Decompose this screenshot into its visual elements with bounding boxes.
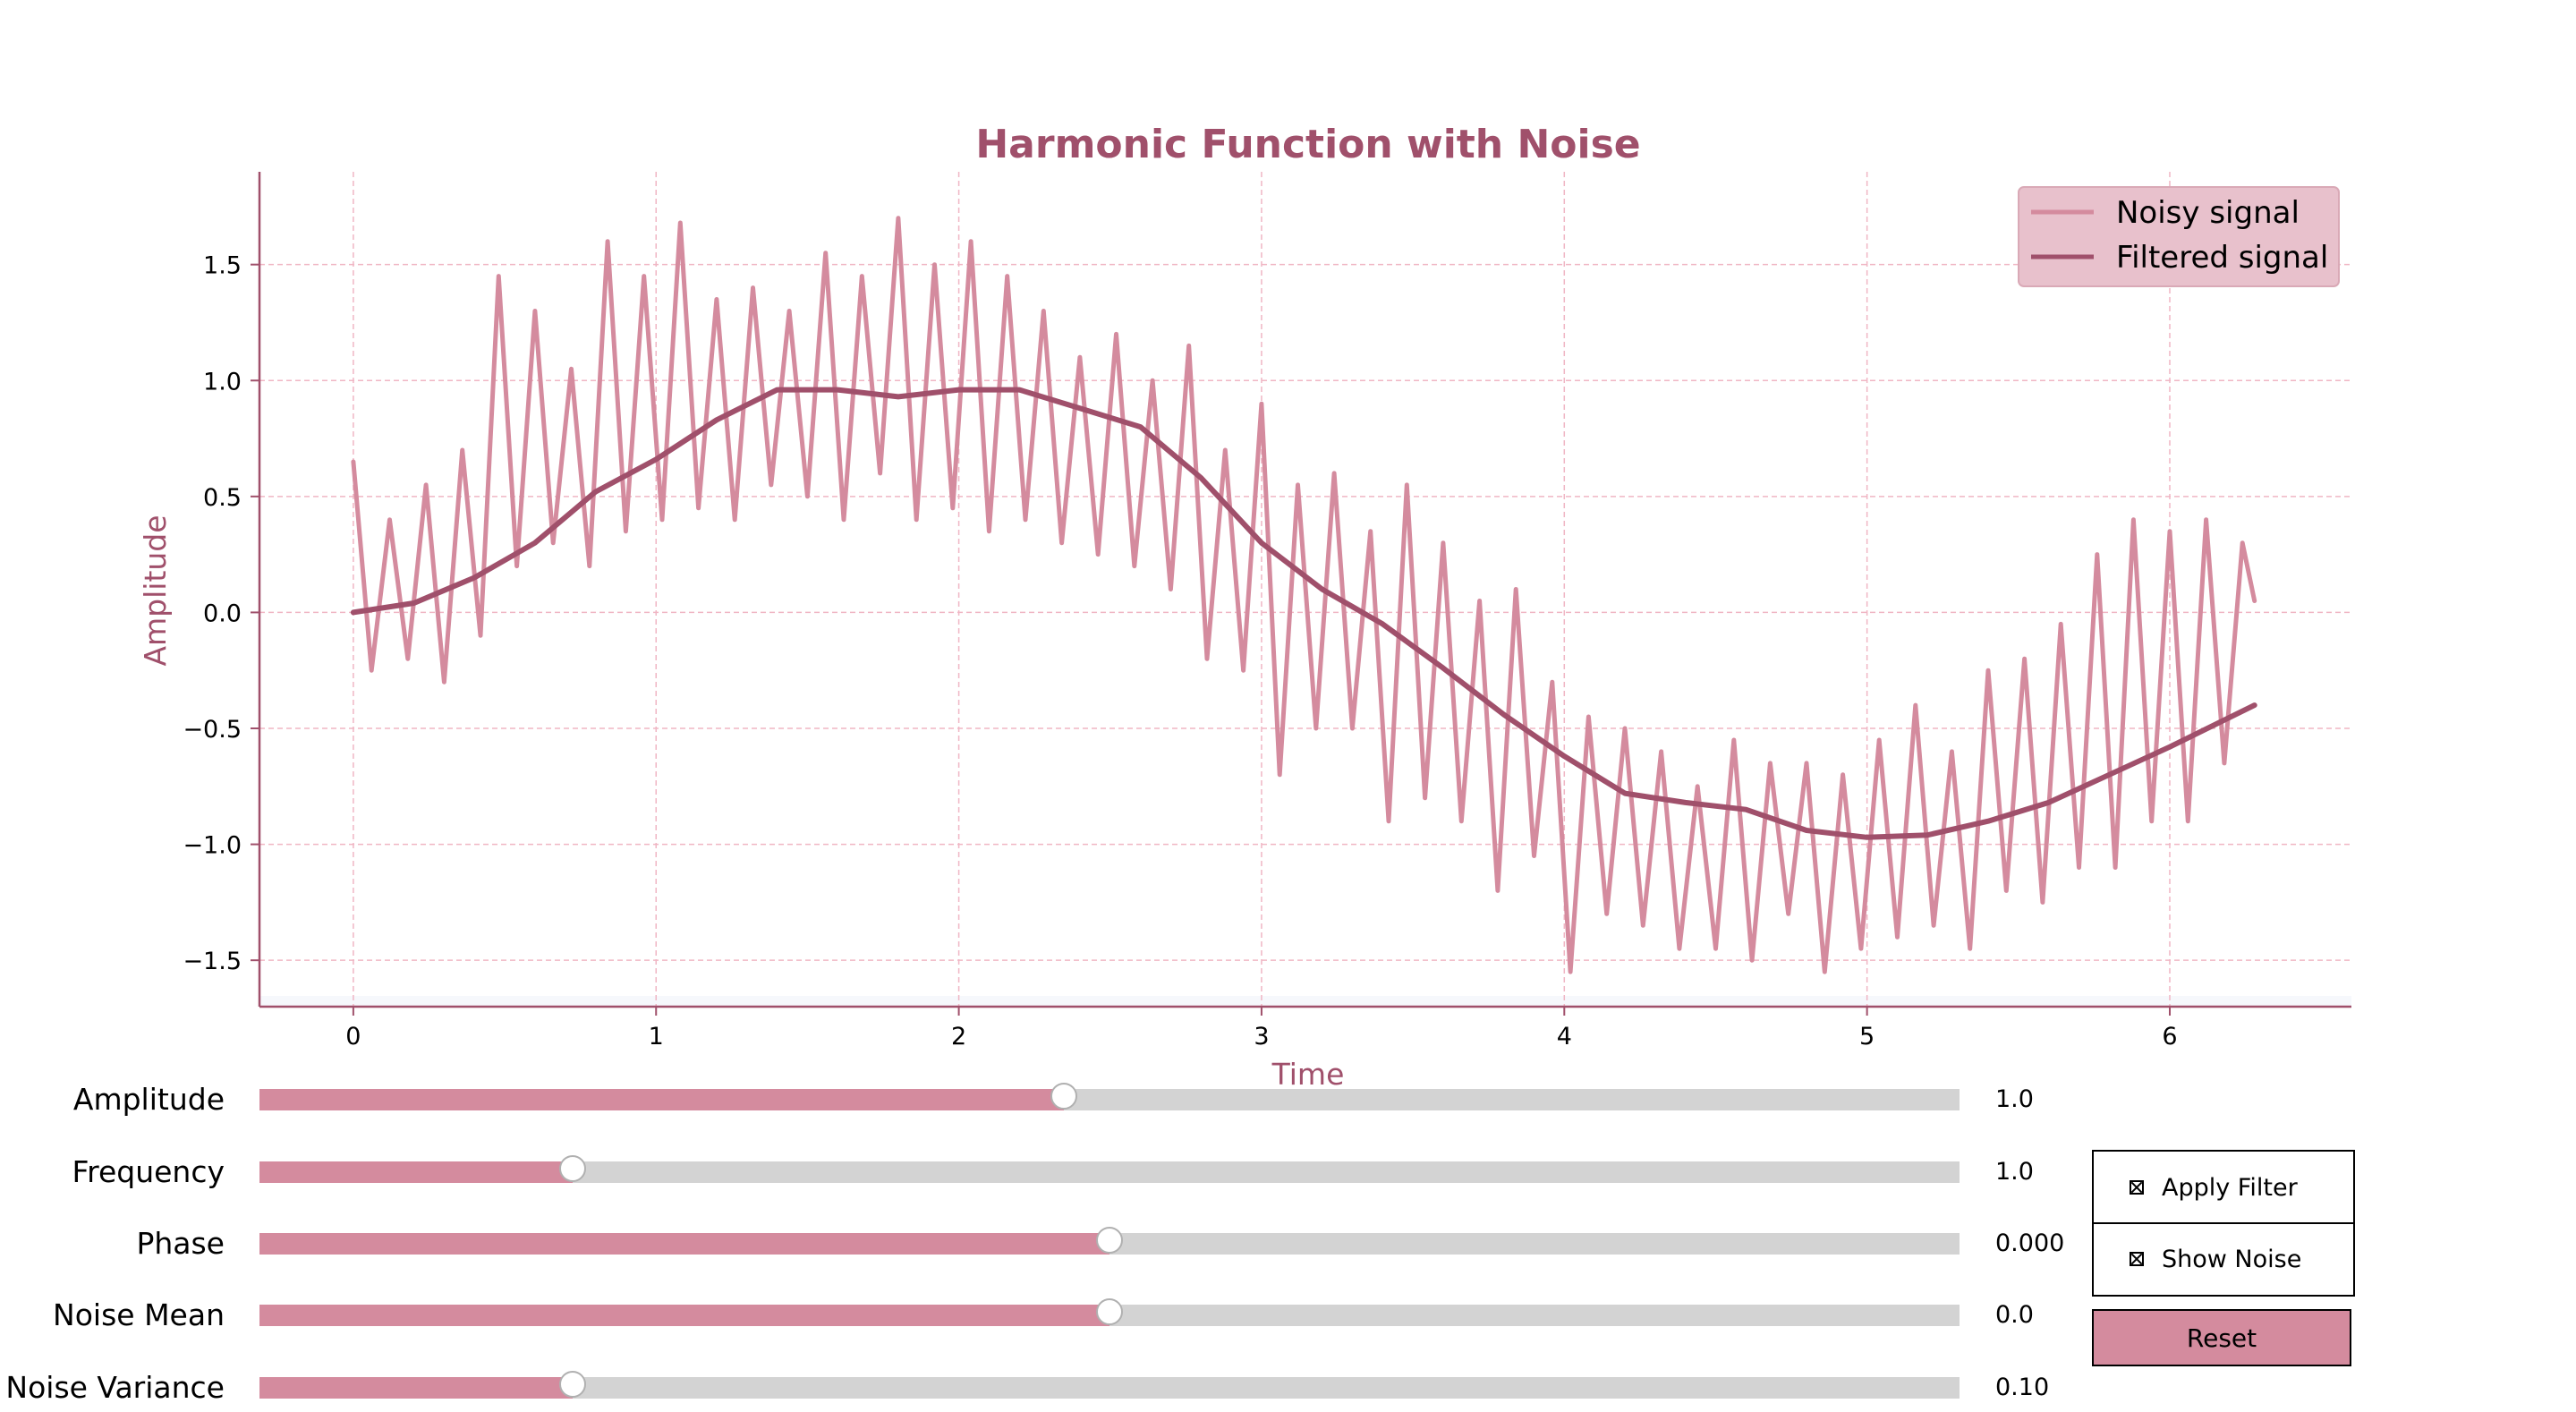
- x-tick-label: 2: [951, 1023, 966, 1050]
- phase-slider-fill: [259, 1233, 1109, 1255]
- y-tick-label: 0.5: [203, 484, 242, 512]
- x-tick-label: 6: [2162, 1023, 2177, 1050]
- phase-slider-handle[interactable]: [1096, 1227, 1123, 1254]
- frequency-slider[interactable]: [259, 1155, 1960, 1183]
- amplitude-slider[interactable]: [259, 1083, 1960, 1110]
- reset-button[interactable]: Reset: [2092, 1309, 2351, 1366]
- amplitude-slider-handle[interactable]: [1050, 1083, 1077, 1110]
- slider-label-amplitude: Amplitude: [72, 1082, 225, 1117]
- series-layer: [350, 216, 2257, 974]
- legend: Noisy signal Filtered signal: [2018, 186, 2340, 287]
- noise-variance-slider[interactable]: [259, 1371, 1960, 1399]
- x-tick-label: 4: [1557, 1023, 1572, 1050]
- frequency-value: 1.0: [1995, 1158, 2034, 1186]
- noise-mean-slider[interactable]: [259, 1298, 1960, 1326]
- checked-icon: [2130, 1252, 2144, 1266]
- y-tick-label: −1.5: [183, 948, 242, 975]
- show-noise-checkbox[interactable]: Show Noise: [2094, 1223, 2353, 1295]
- y-tick-label: 0.0: [203, 600, 242, 627]
- y-tick-label: −0.5: [183, 716, 242, 744]
- amplitude-slider-fill: [259, 1089, 1064, 1110]
- legend-label-filtered: Filtered signal: [2116, 240, 2328, 276]
- x-axis-label: Time: [1271, 1057, 1345, 1092]
- noise-variance-value: 0.10: [1995, 1374, 2050, 1401]
- y-tick-label: −1.0: [183, 832, 242, 860]
- slider-label-frequency: Frequency: [72, 1154, 225, 1189]
- plot-bottom-band: [259, 996, 2351, 1007]
- axes: [258, 172, 2351, 1008]
- noise-variance-slider-handle[interactable]: [558, 1371, 586, 1398]
- show-noise-label: Show Noise: [2162, 1245, 2302, 1273]
- legend-box: [2018, 186, 2340, 287]
- noise-mean-slider-fill: [259, 1305, 1109, 1326]
- noise-mean-value: 0.0: [1995, 1301, 2034, 1329]
- x-tick-label: 0: [345, 1023, 361, 1050]
- tick-labels: 0 1 2 3 4 5 6 −1.5 −1.0 −0.5 0.0 0.5 1.0 1.5: [183, 252, 2177, 1050]
- phase-value: 0.000: [1995, 1229, 2065, 1257]
- phase-slider[interactable]: [259, 1227, 1960, 1255]
- x-tick-label: 1: [649, 1023, 664, 1050]
- noise-variance-slider-fill: [259, 1377, 573, 1399]
- noise-mean-slider-handle[interactable]: [1096, 1298, 1123, 1325]
- frequency-slider-fill: [259, 1161, 573, 1183]
- y-tick-label: 1.0: [203, 368, 242, 396]
- apply-filter-label: Apply Filter: [2162, 1173, 2298, 1202]
- noisy-signal-line: [351, 216, 2257, 974]
- grid-lines: [259, 172, 2351, 1007]
- chart-title: Harmonic Function with Noise: [975, 122, 1640, 167]
- legend-label-noisy: Noisy signal: [2116, 195, 2300, 231]
- slider-label-noise-variance: Noise Variance: [5, 1370, 225, 1405]
- y-axis-label: Amplitude: [138, 515, 173, 666]
- slider-label-phase: Phase: [136, 1226, 225, 1261]
- x-tick-label: 3: [1254, 1023, 1269, 1050]
- apply-filter-checkbox[interactable]: Apply Filter: [2094, 1152, 2353, 1223]
- y-tick-label: 1.5: [203, 252, 242, 280]
- frequency-slider-handle[interactable]: [558, 1155, 586, 1182]
- amplitude-value: 1.0: [1995, 1085, 2034, 1113]
- checkbox-divider: [2094, 1222, 2353, 1224]
- checked-icon: [2130, 1180, 2144, 1195]
- filtered-signal-line: [350, 387, 2257, 840]
- x-tick-label: 5: [1859, 1023, 1875, 1050]
- slider-label-noise-mean: Noise Mean: [53, 1297, 225, 1332]
- checkbox-panel: Apply Filter Show Noise: [2092, 1150, 2355, 1297]
